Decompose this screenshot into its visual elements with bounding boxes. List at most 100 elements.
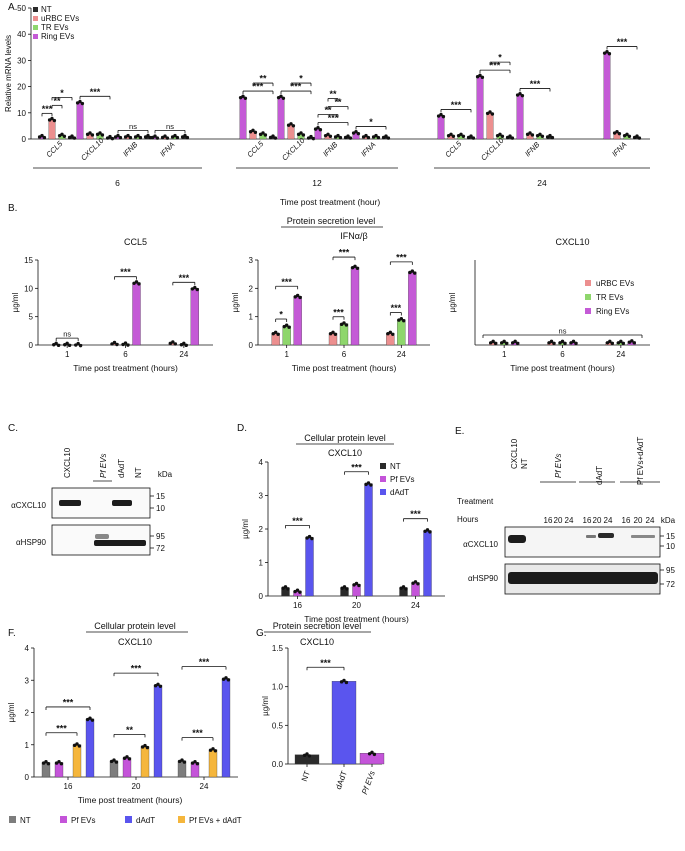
panel-e-marker-label-3: 72: [666, 580, 675, 589]
panel-b-ifn-bar-2-2-dot-1: [410, 269, 415, 273]
panel-a-12h-ccl5-bar-1-dot-1: [251, 128, 255, 133]
panel-b-ccl5-bar-1-0-dot-2: [115, 342, 119, 347]
panel-f-bar-2-2: [221, 678, 231, 778]
panel-b-ccl5-x-tick-label-2: 24: [179, 350, 188, 359]
panel-d-x-axis-label: Time post treatment (hours): [304, 614, 409, 624]
panel-g-bar-1-dot-2: [344, 680, 349, 685]
panel-b-ccl5-bar-2-2: [190, 288, 199, 346]
panel-a-24h-ccl5-bar-2-dot-1: [459, 132, 463, 136]
panel-a-24h-cxcl10-sig-0-label: ***: [490, 61, 501, 71]
panel-f-legend-label-2: dAdT: [136, 816, 155, 825]
panel-b-ifn-bar-0-2: [293, 296, 302, 346]
panel-f-bar-1-3-dot-1: [143, 743, 147, 748]
panel-e-hours-4: 20: [593, 516, 602, 525]
panel-b-cxcl10-bar-0-1-dot-2: [504, 341, 509, 346]
panel-f-bar-2-2-dot-2: [226, 678, 231, 682]
panel-g-bar-0: [294, 754, 320, 765]
panel-f-bar-1-1-dot-1: [125, 755, 129, 759]
panel-a-24h-ifnb-gene-label: IFNB: [523, 140, 541, 158]
panel-c-lane-label-3: NT: [134, 467, 143, 478]
panel-a-12h-cxcl10-gene-label: CXCL10: [280, 135, 307, 162]
panel-e-hours-6: 16: [622, 516, 631, 525]
panel-d-title: CXCL10: [328, 448, 362, 458]
panel-a-24h-ccl5-bar-0-dot-1: [439, 112, 443, 117]
panel-d-bar-2-2-dot-2: [428, 530, 432, 534]
panel-f-bar-0-1-dot-1: [57, 759, 61, 764]
panel-f-y-tick-label-2: 2: [25, 709, 30, 718]
panel-c-lane-label-2: dAdT: [117, 459, 126, 478]
panel-a-24h-cxcl10-gene-label: CXCL10: [479, 135, 506, 162]
panel-c-band-hsp90: [94, 540, 146, 546]
panel-a-12h-ifna-bar-0-dot-2: [356, 131, 361, 136]
panel-b-ccl5-sig-2-label: ***: [179, 273, 190, 283]
panel-a-12h-ifnb-bar-1-dot-1: [326, 132, 330, 136]
panel-a-6h-cxcl10-bar-0: [76, 102, 84, 140]
panel-a-24h-cxcl10-bar-0: [476, 75, 484, 140]
panel-b-cxcl10-x-tick-label-2: 24: [616, 350, 625, 359]
panel-b-ccl5-bar-1-2-dot-1: [134, 280, 139, 284]
panel-b-ifn-bar-2-1-dot-2: [402, 319, 406, 323]
panel-f-x-tick-label-0: 16: [64, 782, 73, 791]
panel-g-bar-2-dot-1: [370, 750, 374, 755]
panel-d-bar-1-2-dot-1: [366, 481, 371, 485]
panel-a-y-tick-label-3: 30: [17, 56, 26, 65]
panel-label-c: C.: [8, 423, 18, 434]
panel-b-ccl5-bar-2-2-dot-1: [193, 285, 197, 290]
panel-a-6h-ifna-sig-0-label: ns: [166, 122, 174, 131]
panel-a-24h-cxcl10-bar-0-dot-1: [478, 73, 482, 78]
panel-a-6h-ifna-bar-1-dot-1: [163, 134, 167, 138]
panel-a-12h-ifna-sig-0-label: *: [369, 117, 373, 127]
panel-e-hours-0: 16: [544, 516, 553, 525]
panel-e-treatment-label: Treatment: [457, 497, 494, 506]
panel-b-ccl5-bar-2-0-dot-2: [173, 342, 177, 346]
panel-f-bar-0-3-dot-1: [75, 742, 79, 746]
panel-a-6h-ifnb-bar-2-dot-1: [136, 133, 140, 138]
panel-b-legend-label-0: uRBC EVs: [596, 279, 634, 288]
panel-e-blot-cxcl10: [504, 526, 661, 558]
panel-b-ccl5-y-tick-label-3: 15: [24, 256, 33, 265]
panel-b-ccl5-bar-1-0-dot-1: [112, 340, 117, 345]
panel-c-marker-label-1: 10: [156, 504, 165, 513]
panel-a-6h-cxcl10-bar-1-dot-1: [88, 131, 92, 135]
panel-a-6h-ifna-bar-3-dot-1: [183, 133, 187, 138]
panel-a-24h-ccl5-bar-2-dot-2: [461, 134, 466, 138]
panel-e-hours-3: 16: [583, 516, 592, 525]
panel-b-ifn-bar-2-0-dot-1: [388, 330, 393, 334]
panel-b-cxcl10-x-axis-label: Time post treatment (hours): [510, 363, 615, 373]
panel-d-bar-0-2: [305, 537, 314, 597]
panel-c-lane-label-1: Pf EVs: [99, 454, 108, 478]
panel-g-x-tick-label-2: Pf EVs: [360, 770, 377, 796]
panel-a-12h-ccl5-bar-2-dot-2: [263, 133, 268, 137]
panel-a-12h-ifna-bar-1-dot-1: [364, 133, 368, 138]
panel-a-y-axis-label: Relative mRNA levels: [4, 35, 13, 112]
panel-c-band-cxcl10-dadt: [112, 500, 132, 506]
panel-a-12h-ccl5-bar-1-dot-2: [253, 130, 258, 135]
panel-d-y-tick-label-0: 0: [259, 592, 264, 601]
panel-e-row-label-0: αCXCL10: [463, 540, 498, 549]
panel-c-band-cxcl10-standard: [59, 500, 81, 506]
panel-a-6h-ifnb-bar-0-dot-1: [116, 133, 120, 138]
panel-a-12h-ccl5-bar-2-dot-1: [261, 131, 265, 135]
panel-a-24h-ifna-bar-0-dot-2: [607, 52, 612, 56]
panel-c-kda-label: kDa: [158, 470, 173, 479]
panel-b-ccl5-bar-0-1-dot-2: [67, 343, 72, 348]
panel-d-bar-1-1-dot-1: [354, 581, 359, 586]
panel-a-6h-ifnb-gene-label: IFNB: [121, 140, 139, 158]
panel-b-ifn-y-tick-label-0: 0: [249, 341, 254, 350]
panel-label-b: B.: [8, 203, 17, 214]
panel-a-24h-ccl5-bar-0: [437, 115, 445, 140]
panel-b-ifn-bar-0-0-dot-1: [273, 330, 278, 334]
panel-a-6h-ccl5-bar-3-dot-1: [70, 134, 74, 138]
panel-a-6h-cxcl10-gene-label: CXCL10: [79, 135, 106, 162]
panel-b-cxcl10-bar-0-1-dot-1: [502, 339, 506, 344]
panel-f-sig-high-0-label: ***: [63, 697, 74, 707]
panel-a-6h-ccl5-bar-2-dot-2: [62, 134, 67, 138]
panel-a-6h-ccl5-bar-3-dot-2: [72, 136, 77, 140]
panel-d-legend-label-2: dAdT: [390, 488, 409, 497]
panel-b-ifn-bar-0-2-dot-2: [298, 295, 302, 300]
panel-b-ifn-bar-2-1: [397, 319, 406, 346]
panel-a-6h-ccl5-sig-2-label: *: [60, 88, 64, 98]
panel-a-24h-ifnb-bar-0-dot-1: [518, 91, 522, 96]
panel-d-y-tick-label-4: 4: [259, 458, 264, 467]
panel-b-ccl5-y-tick-label-0: 0: [29, 341, 34, 350]
